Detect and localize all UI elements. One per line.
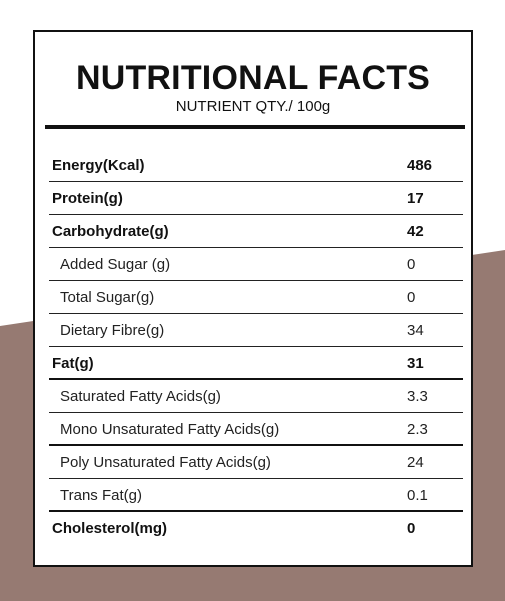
nutrient-value: 0 <box>407 256 416 273</box>
page-subtitle: NUTRIENT QTY./ 100g <box>175 98 331 115</box>
nutrient-value: 34 <box>407 322 424 339</box>
nutrient-value: 0.1 <box>407 487 428 504</box>
nutrient-label: Carbohydrate(g) <box>52 223 169 240</box>
nutrient-label: Fat(g) <box>52 355 94 372</box>
nutrient-value: 24 <box>407 454 424 471</box>
nutrient-label: Saturated Fatty Acids(g) <box>60 388 221 405</box>
table-row-fat: Fat(g) 31 <box>49 347 463 380</box>
nutrient-value: 486 <box>407 157 433 174</box>
nutrient-table: Energy(Kcal) 486 Protein(g) 17 Carbohydr… <box>49 149 463 545</box>
nutrient-label: Dietary Fibre(g) <box>60 322 165 339</box>
table-row-dietary-fibre: Dietary Fibre(g) 34 <box>49 314 463 347</box>
nutrient-value: 2.3 <box>407 421 428 438</box>
table-row-added-sugar: Added Sugar (g) 0 <box>49 248 463 281</box>
table-row-energy: Energy(Kcal) 486 <box>49 149 463 182</box>
nutrient-label: Poly Unsaturated Fatty Acids(g) <box>60 454 271 471</box>
table-row-trans-fat: Trans Fat(g) 0.1 <box>49 479 463 512</box>
table-row-protein: Protein(g) 17 <box>49 182 463 215</box>
table-row-saturated-fatty-acids: Saturated Fatty Acids(g) 3.3 <box>49 380 463 413</box>
nutrient-label: Protein(g) <box>52 190 123 207</box>
nutrient-value: 0 <box>407 520 416 537</box>
nutrient-value: 42 <box>407 223 424 240</box>
nutrient-label: Added Sugar (g) <box>60 256 171 273</box>
table-row-mono-unsaturated-fatty-acids: Mono Unsaturated Fatty Acids(g) 2.3 <box>49 413 463 446</box>
table-row-cholesterol: Cholesterol(mg) 0 <box>49 512 463 545</box>
table-row-total-sugar: Total Sugar(g) 0 <box>49 281 463 314</box>
page-title: NUTRITIONAL FACTS <box>75 59 431 97</box>
table-row-poly-unsaturated-fatty-acids: Poly Unsaturated Fatty Acids(g) 24 <box>49 446 463 479</box>
table-row-carbohydrate: Carbohydrate(g) 42 <box>49 215 463 248</box>
header-divider <box>45 125 465 129</box>
nutrient-label: Total Sugar(g) <box>60 289 155 306</box>
nutrient-value: 17 <box>407 190 424 207</box>
nutrition-facts-panel: NUTRITIONAL FACTS NUTRIENT QTY./ 100g En… <box>33 30 473 567</box>
nutrient-label: Mono Unsaturated Fatty Acids(g) <box>60 421 280 438</box>
nutrient-label: Cholesterol(mg) <box>52 520 168 537</box>
nutrient-value: 0 <box>407 289 416 306</box>
nutrient-label: Energy(Kcal) <box>52 157 145 174</box>
nutrient-label: Trans Fat(g) <box>60 487 142 504</box>
nutrient-value: 31 <box>407 355 424 372</box>
nutrient-value: 3.3 <box>407 388 428 405</box>
